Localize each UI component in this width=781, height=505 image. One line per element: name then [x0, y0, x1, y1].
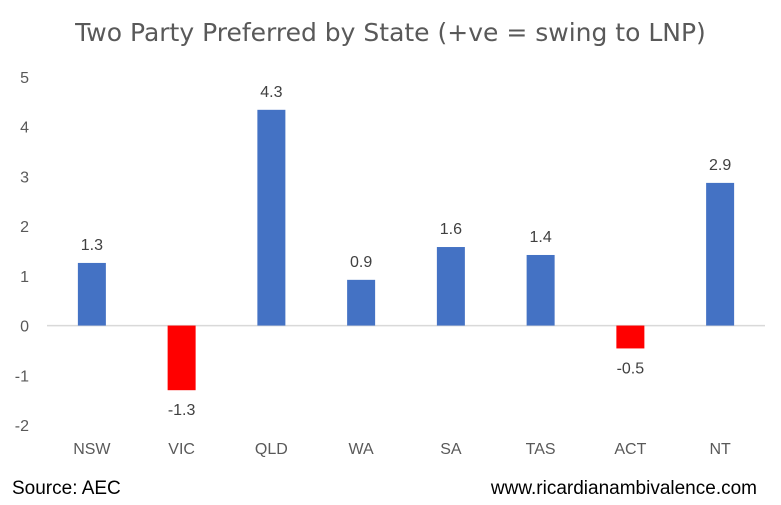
data-label-vic: -1.3 [168, 402, 196, 419]
bar-act [616, 325, 645, 349]
data-label-wa: 0.9 [350, 254, 372, 271]
x-tick-label-vic: VIC [168, 441, 195, 458]
y-tick-label-4: 2 [20, 219, 29, 236]
bar-nsw [77, 262, 106, 326]
data-label-sa: 1.6 [440, 221, 462, 238]
data-labels-group: 1.3 -1.3 4.3 0.9 1.6 1.4 -0.5 2.9 [81, 84, 732, 419]
y-tick-label-0: -2 [15, 418, 29, 435]
y-tick-label-7: 5 [20, 70, 29, 87]
y-tick-label-3: 1 [20, 269, 29, 286]
data-label-nsw: 1.3 [81, 237, 103, 254]
x-tick-label-wa: WA [349, 441, 375, 458]
chart-title: Two Party Preferred by State (+ve = swin… [75, 18, 706, 47]
bar-qld [257, 109, 286, 326]
y-tick-label-5: 3 [20, 169, 29, 186]
data-label-tas: 1.4 [530, 229, 552, 246]
data-label-nt: 2.9 [709, 157, 731, 174]
x-tick-label-sa: SA [440, 441, 462, 458]
website-note: www.ricardianambivalence.com [490, 478, 757, 499]
y-axis-ticks: -2 -1 0 1 2 3 4 5 [15, 70, 29, 435]
bar-wa [347, 279, 376, 326]
x-tick-label-act: ACT [614, 441, 646, 458]
x-tick-label-qld: QLD [255, 441, 288, 458]
source-note: Source: AEC [12, 478, 121, 499]
y-tick-label-6: 4 [20, 120, 29, 137]
bars-group [77, 109, 735, 391]
data-label-qld: 4.3 [260, 84, 282, 101]
x-tick-label-tas: TAS [526, 441, 556, 458]
x-axis-ticks: NSW VIC QLD WA SA TAS ACT NT [73, 441, 731, 458]
bar-sa [436, 247, 465, 326]
x-tick-label-nsw: NSW [73, 441, 111, 458]
bar-nt [706, 182, 735, 326]
bar-vic [167, 325, 196, 391]
data-label-act: -0.5 [617, 360, 645, 377]
bar-tas [526, 254, 555, 326]
y-tick-label-2: 0 [20, 319, 29, 336]
x-tick-label-nt: NT [709, 441, 731, 458]
y-tick-label-1: -1 [15, 368, 29, 385]
